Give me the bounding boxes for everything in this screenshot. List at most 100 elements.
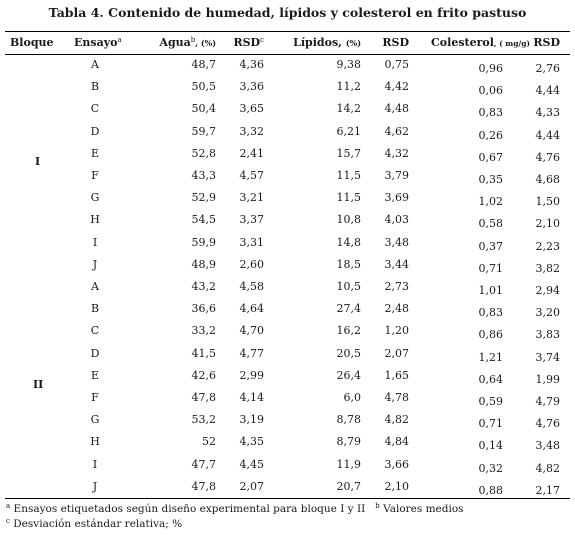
table-caption: Contenido de humedad, lípidos y colester… [108,5,527,20]
cell-rsd-1: 3,36 [239,80,265,94]
cell-agua: 43,2 [191,280,217,293]
cell-rsd-2: 3,69 [384,191,410,205]
cell-ensayo: B [90,80,100,94]
cell-rsd-3: 3,83 [535,328,561,342]
cell-rsd-2: 4,03 [384,213,410,227]
cell-colesterol: 0,71 [478,261,504,275]
cell-lipidos: 9,38 [336,58,362,71]
cell-ensayo: J [92,479,98,493]
cell-agua: 53,2 [191,413,217,427]
cell-rsd-2: 1,20 [384,324,410,338]
cell-lipidos: 6,0 [343,391,362,404]
cell-rsd-3: 1,99 [535,372,561,386]
cell-rsd-1: 4,57 [239,169,265,182]
cell-lipidos: 20,5 [336,346,362,360]
cell-rsd-2: 4,62 [384,124,410,138]
cell-colesterol: 0,32 [478,461,504,475]
cell-ensayo: I [92,457,98,471]
cell-rsd-3: 3,74 [535,350,561,364]
cell-rsd-2: 4,82 [384,413,410,427]
cell-lipidos: 16,2 [336,324,362,338]
cell-agua: 50,4 [191,102,217,116]
footnote-c-text: Desviación estándar relativa; % [9,518,183,530]
cell-ensayo: E [90,146,100,160]
cell-rsd-2: 4,48 [384,102,410,116]
cell-rsd-1: 3,37 [239,213,265,227]
cell-colesterol: 0,59 [478,395,504,408]
cell-agua: 41,5 [191,346,217,360]
cell-lipidos: 8,78 [336,413,362,427]
cell-colesterol: 0,96 [478,62,504,75]
cell-ensayo: A [91,280,99,293]
table-row: G 52,9 3,21 11,5 3,69 1,02 1,50 [0,187,575,210]
cell-rsd-3: 4,44 [535,84,561,98]
table-row: F 47,8 4,14 6,0 4,78 0,59 4,79 [0,387,575,410]
cell-rsd-3: 4,68 [535,173,561,186]
cell-rsd-2: 4,42 [384,80,410,94]
cell-ensayo: H [90,213,100,227]
header-colesterol: Colesterol, ( mg/g) [431,36,530,49]
cell-colesterol: 1,02 [478,195,504,209]
block-label-2: II [33,378,44,391]
cell-ensayo: D [90,346,100,360]
cell-rsd-2: 3,66 [384,457,410,471]
cell-rsd-3: 4,44 [535,128,561,142]
table-row: E 42,6 2,99 26,4 1,65 0,64 1,99 [0,365,575,388]
table-row: D 41,5 4,77 20,5 2,07 1,21 3,74 [0,343,575,366]
cell-lipidos: 15,7 [336,146,362,160]
cell-ensayo: C [90,324,100,338]
cell-lipidos: 26,4 [336,368,362,382]
cell-agua: 52,9 [191,191,217,205]
cell-rsd-2: 0,75 [384,58,410,71]
cell-rsd-2: 2,48 [384,302,410,316]
cell-rsd-3: 4,79 [535,395,561,408]
cell-agua: 47,7 [191,457,217,471]
header-lipidos-label: Lípidos, [293,36,342,49]
top-rule [5,31,570,32]
cell-rsd-1: 4,58 [239,280,265,293]
table-row: G 53,2 3,19 8,78 4,82 0,71 4,76 [0,409,575,432]
bottom-rule [5,498,570,499]
table-row: I 59,9 3,31 14,8 3,48 0,37 2,23 [0,232,575,255]
header-rsd-3: RSD [533,36,560,49]
footnote-c-mark: c [6,517,10,525]
header-ensayo: Ensayoa [74,36,122,49]
cell-rsd-1: 2,99 [239,368,265,382]
footnote-a-b: a Ensayos etiquetados según diseño exper… [6,502,464,515]
cell-ensayo: B [90,302,100,316]
cell-colesterol: 0,86 [478,328,504,342]
cell-rsd-2: 4,84 [384,435,410,449]
cell-lipidos: 6,21 [336,124,362,138]
table-row: F 43,3 4,57 11,5 3,79 0,35 4,68 [0,165,575,188]
cell-colesterol: 0,35 [478,173,504,186]
header-rule [5,54,570,55]
cell-ensayo: F [91,391,99,404]
cell-colesterol: 0,67 [478,150,504,164]
cell-rsd-3: 3,48 [535,439,561,453]
cell-ensayo: C [90,102,100,116]
cell-rsd-1: 4,77 [239,346,265,360]
cell-rsd-2: 2,10 [384,479,410,493]
table-number: Tabla 4. [48,5,104,20]
cell-rsd-3: 2,76 [535,62,561,75]
table-row: A 43,2 4,58 10,5 2,73 1,01 2,94 [0,276,575,299]
header-agua-unit: , (%) [195,38,216,48]
cell-rsd-1: 4,14 [239,391,265,404]
cell-ensayo: G [90,191,100,205]
table-row: E 52,8 2,41 15,7 4,32 0,67 4,76 [0,143,575,166]
cell-rsd-1: 4,70 [239,324,265,338]
header-bloque: Bloque [10,36,54,49]
header-agua-label: Agua [159,36,191,49]
header-lipidos-unit: (%) [345,38,361,48]
header-lipidos: Lípidos, (%) [293,36,361,49]
cell-agua: 47,8 [191,479,217,493]
cell-rsd-3: 4,76 [535,417,561,431]
cell-rsd-1: 3,65 [239,102,265,116]
cell-rsd-1: 3,31 [239,235,265,249]
cell-ensayo: I [92,235,98,249]
cell-rsd-2: 3,79 [384,169,410,182]
cell-agua: 48,9 [191,257,217,271]
footnote-a-mark: a [6,502,11,510]
cell-rsd-2: 2,73 [384,280,410,293]
header-ensayo-sup: a [117,36,122,44]
